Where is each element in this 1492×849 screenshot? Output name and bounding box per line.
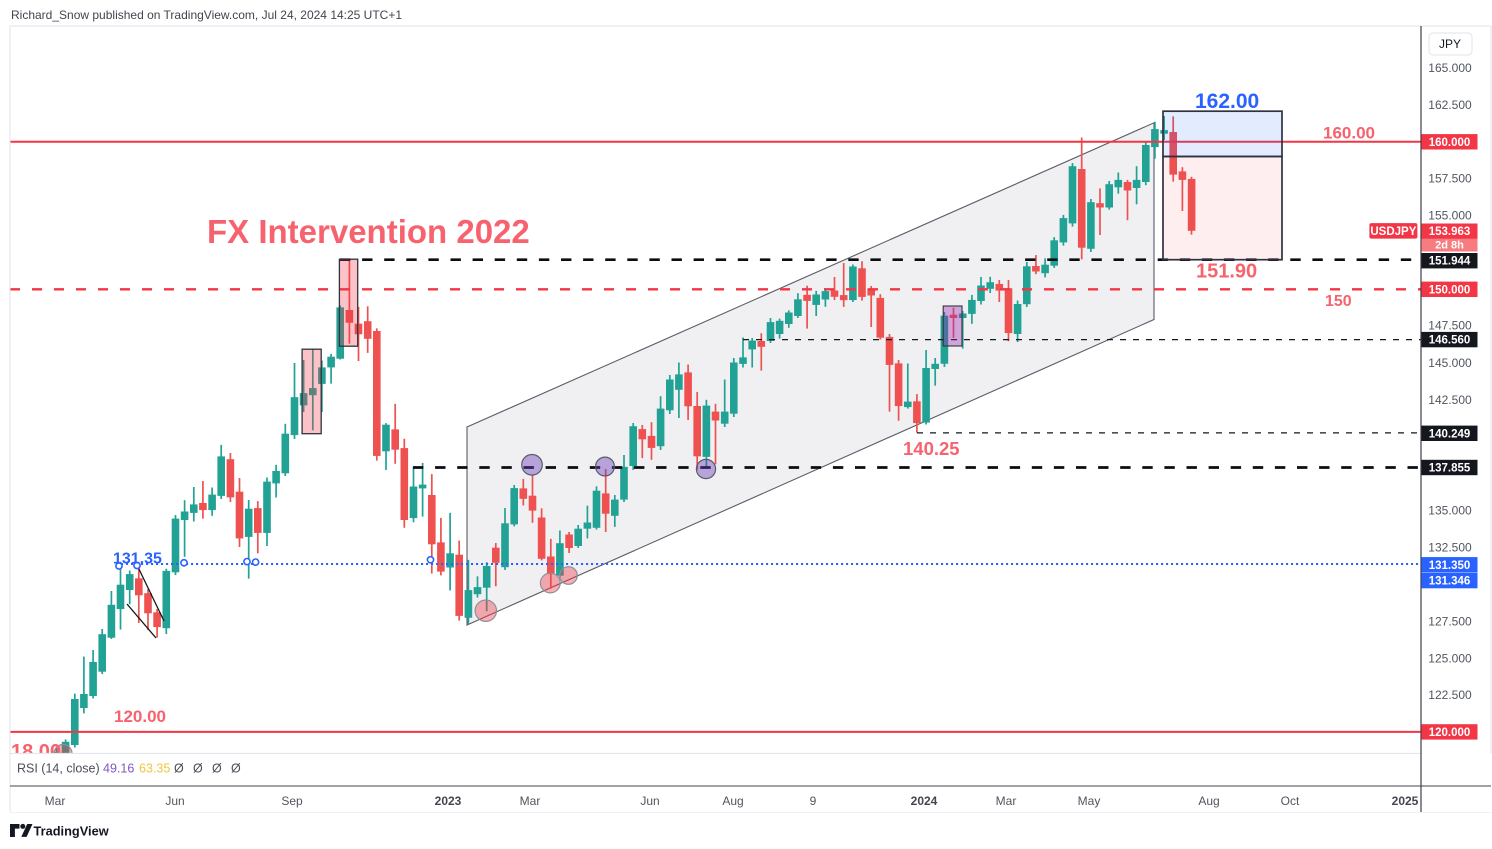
svg-text:155.000: 155.000 xyxy=(1428,209,1472,223)
svg-text:150.000: 150.000 xyxy=(1429,284,1471,296)
svg-text:2024: 2024 xyxy=(911,794,938,808)
svg-text:Mar: Mar xyxy=(520,794,541,808)
svg-text:2d 8h: 2d 8h xyxy=(1435,240,1464,252)
svg-text:135.000: 135.000 xyxy=(1428,504,1472,518)
svg-text:JPY: JPY xyxy=(1439,37,1461,51)
svg-text:Mar: Mar xyxy=(45,794,66,808)
svg-text:142.500: 142.500 xyxy=(1428,393,1472,407)
svg-text:2023: 2023 xyxy=(435,794,462,808)
svg-text:120.00: 120.00 xyxy=(114,707,166,726)
svg-text:May: May xyxy=(1078,794,1101,808)
svg-text:157.500: 157.500 xyxy=(1428,172,1472,186)
svg-text:Ø: Ø xyxy=(231,762,241,776)
svg-text:9: 9 xyxy=(810,794,817,808)
svg-text:122.500: 122.500 xyxy=(1428,688,1472,702)
svg-text:TradingView: TradingView xyxy=(34,824,109,839)
svg-text:2025: 2025 xyxy=(1392,794,1419,808)
svg-text:162.00: 162.00 xyxy=(1195,90,1259,113)
svg-text:Sep: Sep xyxy=(281,794,303,808)
svg-text:Richard_Snow published on Trad: Richard_Snow published on TradingView.co… xyxy=(11,8,402,22)
svg-text:131.350: 131.350 xyxy=(1429,560,1471,572)
svg-text:153.963: 153.963 xyxy=(1429,226,1471,238)
svg-text:Jun: Jun xyxy=(165,794,184,808)
svg-text:132.500: 132.500 xyxy=(1428,541,1472,555)
svg-text:18.00: 18.00 xyxy=(11,741,61,763)
svg-text:165.000: 165.000 xyxy=(1428,61,1472,75)
svg-text:Aug: Aug xyxy=(1198,794,1219,808)
svg-text:146.560: 146.560 xyxy=(1429,335,1471,347)
svg-text:150: 150 xyxy=(1325,293,1352,310)
svg-text:Ø: Ø xyxy=(193,762,203,776)
svg-text:137.855: 137.855 xyxy=(1429,463,1471,475)
svg-text:Jun: Jun xyxy=(640,794,659,808)
svg-text:127.500: 127.500 xyxy=(1428,614,1472,628)
svg-text:160.000: 160.000 xyxy=(1429,137,1471,149)
svg-text:125.000: 125.000 xyxy=(1428,651,1472,665)
svg-text:FX Intervention 2022: FX Intervention 2022 xyxy=(207,213,530,250)
svg-text:USDJPY: USDJPY xyxy=(1370,226,1416,238)
svg-text:145.000: 145.000 xyxy=(1428,356,1472,370)
svg-text:63.35: 63.35 xyxy=(139,762,170,776)
svg-text:131.346: 131.346 xyxy=(1429,576,1471,588)
svg-text:49.16: 49.16 xyxy=(103,762,134,776)
svg-text:140.249: 140.249 xyxy=(1429,428,1471,440)
svg-text:Oct: Oct xyxy=(1281,794,1300,808)
svg-text:140.25: 140.25 xyxy=(903,438,960,459)
svg-text:151.944: 151.944 xyxy=(1429,256,1471,268)
svg-text:Ø: Ø xyxy=(212,762,222,776)
svg-text:147.500: 147.500 xyxy=(1428,318,1472,332)
svg-text:RSI (14, close): RSI (14, close) xyxy=(17,762,100,776)
svg-text:Ø: Ø xyxy=(174,762,184,776)
svg-text:Aug: Aug xyxy=(722,794,743,808)
svg-text:162.500: 162.500 xyxy=(1428,98,1472,112)
svg-text:120.000: 120.000 xyxy=(1429,727,1471,739)
svg-text:160.00: 160.00 xyxy=(1323,124,1375,143)
svg-text:151.90: 151.90 xyxy=(1196,261,1257,283)
svg-text:Mar: Mar xyxy=(996,794,1017,808)
svg-text:131.35: 131.35 xyxy=(113,551,162,568)
